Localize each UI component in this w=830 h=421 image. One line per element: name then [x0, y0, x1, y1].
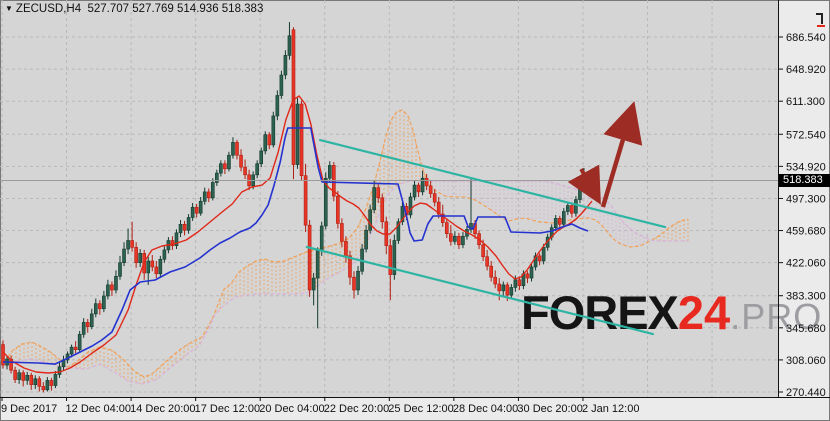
svg-text:28 Dec 04:00: 28 Dec 04:00 [453, 403, 518, 415]
svg-text:22 Dec 20:00: 22 Dec 20:00 [324, 403, 389, 415]
pullback-arrow [567, 164, 601, 205]
svg-text:30 Dec 20:00: 30 Dec 20:00 [517, 403, 582, 415]
svg-text:270.440: 270.440 [786, 387, 826, 399]
svg-text:20 Dec 04:00: 20 Dec 04:00 [259, 403, 324, 415]
svg-text:9 Dec 2017: 9 Dec 2017 [1, 403, 57, 415]
svg-text:308.060: 308.060 [786, 355, 826, 367]
svg-text:25 Dec 12:00: 25 Dec 12:00 [388, 403, 453, 415]
trend-annotations[interactable] [305, 101, 667, 336]
svg-text:383.300: 383.300 [786, 291, 826, 303]
grid-lines [0, 0, 778, 397]
symbol-ohlc-text: ZECUSD,H4 527.707 527.769 514.936 518.38… [15, 3, 264, 15]
forecast-up-arrow [600, 101, 643, 208]
svg-text:534.920: 534.920 [786, 161, 826, 173]
lower-channel-line [305, 245, 655, 336]
svg-text:12 Dec 04:00: 12 Dec 04:00 [66, 403, 131, 415]
svg-text:648.920: 648.920 [786, 64, 826, 76]
svg-text:611.300: 611.300 [786, 96, 825, 108]
chart-shift-marker [816, 13, 825, 27]
current-price-badge: 518.383 [779, 174, 830, 187]
svg-text:459.680: 459.680 [786, 226, 826, 238]
svg-text:2 Jan 12:00: 2 Jan 12:00 [582, 403, 640, 415]
upper-channel-line [319, 138, 667, 229]
svg-text:422.060: 422.060 [786, 258, 826, 270]
svg-text:14 Dec 20:00: 14 Dec 20:00 [130, 403, 195, 415]
svg-text:17 Dec 12:00: 17 Dec 12:00 [195, 403, 260, 415]
svg-text:497.300: 497.300 [786, 193, 826, 205]
svg-text:FOREX24.PRO: FOREX24.PRO [521, 286, 822, 339]
forex24pro-watermark: FOREX24.PRO [521, 286, 822, 339]
svg-text:345.680: 345.680 [786, 323, 826, 335]
svg-text:572.540: 572.540 [786, 129, 826, 141]
svg-text:686.540: 686.540 [786, 32, 826, 44]
dropdown-arrow-icon: ▼ [5, 4, 13, 13]
symbol-ohlc-header: ▼ ZECUSD,H4 527.707 527.769 514.936 518.3… [5, 3, 263, 15]
indicator-lines [2, 95, 593, 374]
